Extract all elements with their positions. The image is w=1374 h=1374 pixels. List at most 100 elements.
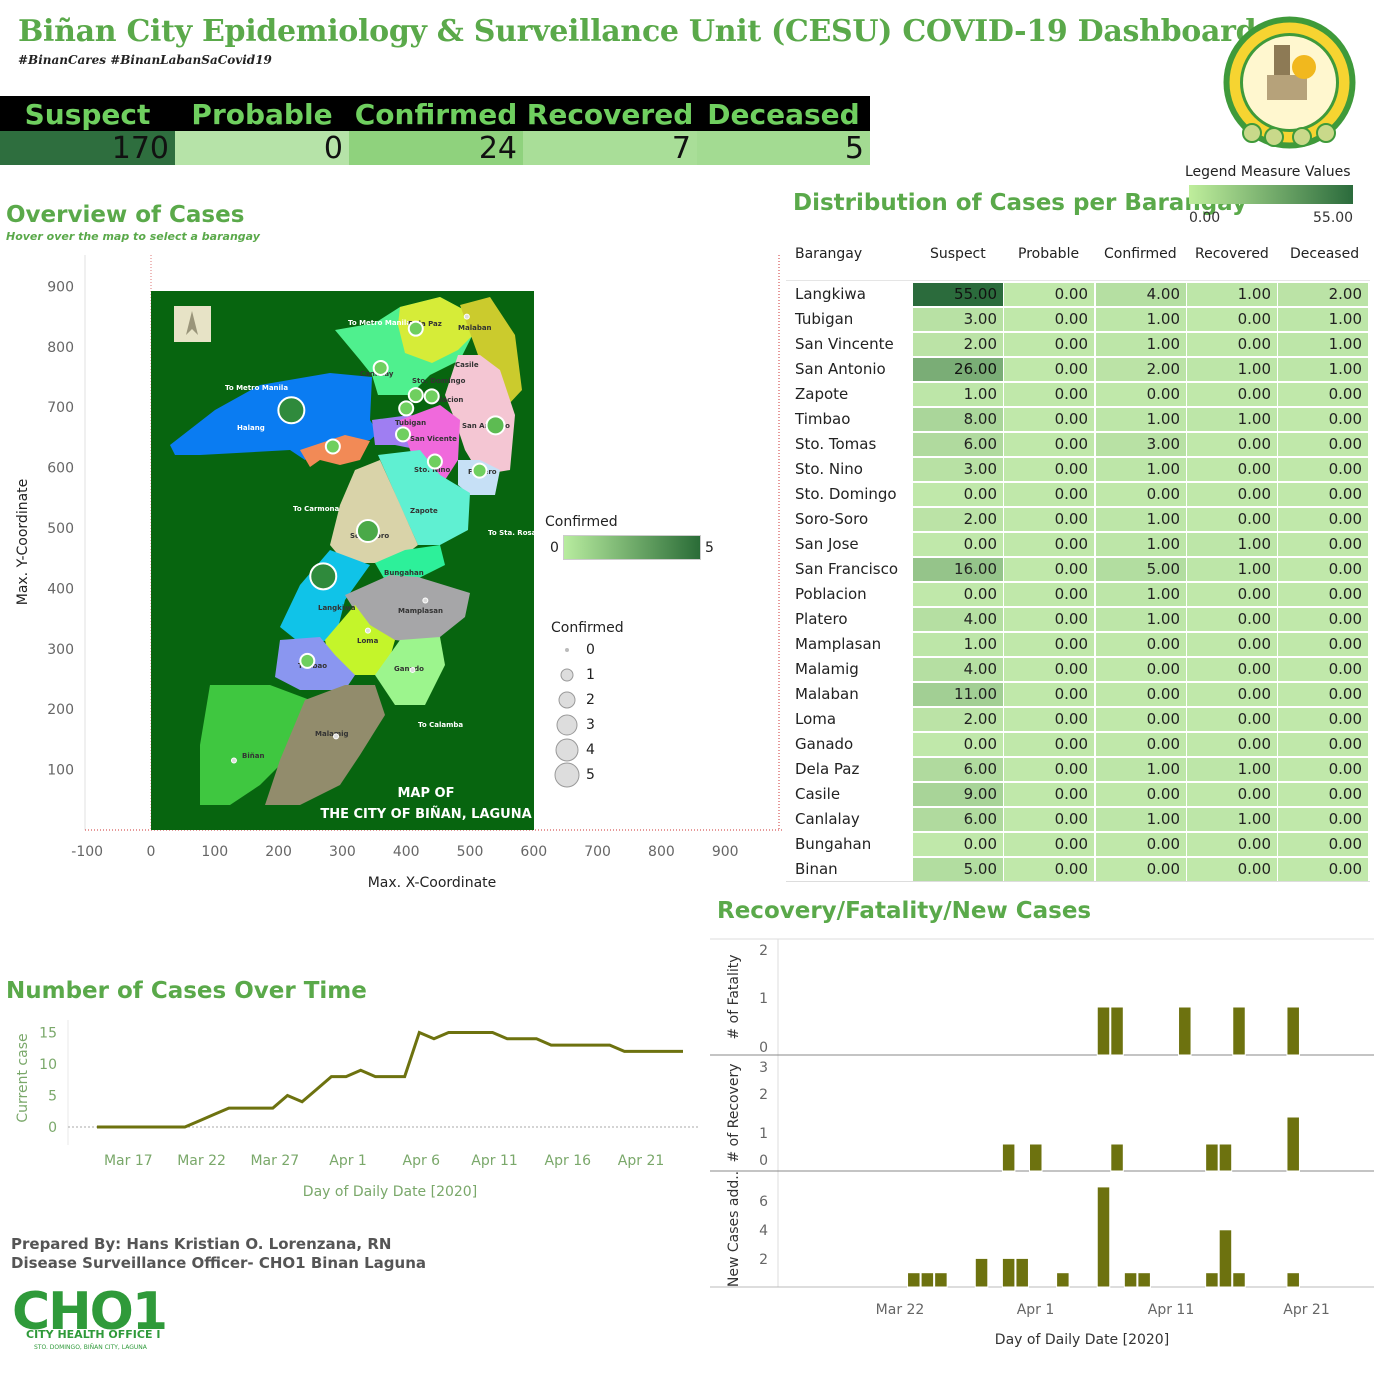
kpi-value-row: 170 0 24 7 5 [0, 131, 870, 166]
table-row[interactable]: San Vincente 2.00 0.00 1.00 0.00 1.00 [786, 332, 1370, 357]
rfn-bar[interactable] [1001, 1257, 1016, 1288]
column-header-confirmed[interactable]: Confirmed [1104, 246, 1177, 262]
table-row[interactable]: Soro-Soro 2.00 0.00 1.00 0.00 0.00 [786, 507, 1370, 532]
rfn-bar[interactable] [1110, 1143, 1124, 1172]
rfn-bar[interactable] [1137, 1272, 1151, 1288]
table-row[interactable]: Platero 4.00 0.00 1.00 0.00 0.00 [786, 607, 1370, 632]
table-row[interactable]: Sto. Tomas 6.00 0.00 3.00 0.00 0.00 [786, 432, 1370, 457]
current-case-line[interactable] [97, 1030, 683, 1129]
column-header-probable[interactable]: Probable [1018, 246, 1080, 262]
column-header-recovered[interactable]: Recovered [1195, 246, 1269, 262]
table-row[interactable]: San Jose 0.00 0.00 1.00 1.00 0.00 [786, 532, 1370, 557]
rfn-bar[interactable] [1001, 1143, 1016, 1172]
rfn-bar[interactable] [1286, 1272, 1300, 1288]
rfn-bar[interactable] [1286, 1006, 1300, 1056]
table-cell: 0.00 [1096, 733, 1186, 756]
rfn-bar[interactable] [1286, 1116, 1300, 1172]
barangay-name: Canlalay [795, 810, 860, 828]
table-row[interactable]: Sto. Nino 3.00 0.00 1.00 0.00 0.00 [786, 457, 1370, 482]
case-point[interactable] [422, 597, 429, 604]
case-point[interactable] [355, 519, 380, 544]
barangay-map[interactable] [170, 297, 522, 805]
table-row[interactable]: Malamig 4.00 0.00 0.00 0.00 0.00 [786, 657, 1370, 682]
recovery-fatality-new-chart[interactable]: 2 1 0 3 2 1 0 6 4 2 Mar 22 Apr 1 Apr 11 Apr 21 # of F… [710, 935, 1374, 1355]
table-cell: 0.00 [1187, 733, 1277, 756]
table-row[interactable]: Canlalay 6.00 0.00 1.00 1.00 0.00 [786, 807, 1370, 832]
table-row[interactable]: Mamplasan 1.00 0.00 0.00 0.00 0.00 [786, 632, 1370, 657]
case-point[interactable] [299, 652, 316, 669]
column-header-suspect[interactable]: Suspect [930, 246, 986, 262]
column-header-barangay[interactable]: Barangay [795, 246, 863, 262]
case-point[interactable] [423, 388, 440, 405]
table-row[interactable]: Timbao 8.00 0.00 1.00 1.00 0.00 [786, 407, 1370, 432]
table-cell: 1.00 [1096, 533, 1186, 556]
table-row[interactable]: Tubigan 3.00 0.00 1.00 0.00 1.00 [786, 307, 1370, 332]
rfn-bar[interactable] [974, 1257, 989, 1288]
table-row[interactable]: San Francisco 16.00 0.00 5.00 1.00 0.00 [786, 557, 1370, 582]
rfn-bar[interactable] [1218, 1143, 1233, 1172]
rfn-bar[interactable] [1029, 1143, 1043, 1172]
rfn-bar[interactable] [1096, 1186, 1111, 1288]
case-point[interactable] [230, 757, 237, 764]
case-point[interactable] [364, 627, 371, 634]
rfn-bar[interactable] [1178, 1006, 1192, 1056]
table-cell: 0.00 [1187, 483, 1277, 506]
case-point[interactable] [309, 562, 338, 591]
rfn-bar[interactable] [1123, 1272, 1138, 1288]
rfn-bar[interactable] [1232, 1006, 1246, 1056]
case-point[interactable] [426, 453, 443, 470]
column-header-deceased[interactable]: Deceased [1290, 246, 1360, 262]
rfn-bar[interactable] [1232, 1272, 1246, 1288]
table-cell: 2.00 [913, 708, 1003, 731]
table-cell: 0.00 [1004, 358, 1094, 381]
table-cell: 0.00 [1004, 833, 1094, 856]
table-row[interactable]: Binan 5.00 0.00 0.00 0.00 0.00 [786, 857, 1370, 882]
case-point[interactable] [409, 666, 416, 673]
table-row[interactable]: Malaban 11.00 0.00 0.00 0.00 0.00 [786, 682, 1370, 707]
case-point[interactable] [324, 438, 341, 455]
table-row[interactable]: Loma 2.00 0.00 0.00 0.00 0.00 [786, 707, 1370, 732]
map-label: Sto. Nino [414, 466, 451, 474]
rfn-bar[interactable] [907, 1272, 921, 1288]
table-cell: 11.00 [913, 683, 1003, 706]
table-cell: 0.00 [1278, 508, 1368, 531]
rfn-bar[interactable] [1015, 1257, 1029, 1288]
rfn-bar[interactable] [920, 1272, 935, 1288]
table-row[interactable]: Sto. Domingo 0.00 0.00 0.00 0.00 0.00 [786, 482, 1370, 507]
table-row[interactable]: Poblacion 0.00 0.00 1.00 0.00 0.00 [786, 582, 1370, 607]
case-point[interactable] [372, 359, 389, 376]
table-row[interactable]: Dela Paz 6.00 0.00 1.00 1.00 0.00 [786, 757, 1370, 782]
map-x-axis-label: Max. X-Coordinate [368, 875, 497, 891]
table-row[interactable]: Langkiwa 55.00 0.00 4.00 1.00 2.00 [786, 282, 1370, 307]
rfn-bar[interactable] [1205, 1143, 1219, 1172]
rfn-bar[interactable] [1110, 1006, 1124, 1056]
time-y-tick: 10 [39, 1057, 57, 1073]
cases-over-time-chart[interactable]: 15 10 5 0 Mar 17 Mar 22 Mar 27 Apr 1 Apr 6 Apr 1… [0, 1015, 710, 1215]
case-point[interactable] [471, 462, 488, 479]
rfn-bar[interactable] [934, 1272, 948, 1288]
map-label: Mamplasan [398, 607, 443, 615]
case-point[interactable] [333, 733, 340, 740]
rfn-bar[interactable] [1218, 1229, 1233, 1288]
rfn-bar[interactable] [1056, 1272, 1070, 1288]
rfn-bar[interactable] [1096, 1006, 1111, 1056]
case-point[interactable] [395, 426, 412, 443]
table-cell: 0.00 [1187, 683, 1277, 706]
case-point[interactable] [485, 415, 506, 436]
scatter-points[interactable] [230, 313, 506, 764]
overview-map-chart[interactable]: To Metro Manila To Metro Manila Dela Paz… [0, 245, 790, 895]
table-row[interactable]: Ganado 0.00 0.00 0.00 0.00 0.00 [786, 732, 1370, 757]
case-point[interactable] [277, 396, 306, 425]
map-label: Dela Paz [408, 320, 442, 328]
case-point[interactable] [407, 320, 424, 337]
rfn-bar[interactable] [1205, 1272, 1219, 1288]
table-row[interactable]: San Antonio 26.00 0.00 2.00 1.00 1.00 [786, 357, 1370, 382]
table-row[interactable]: Bungahan 0.00 0.00 0.00 0.00 0.00 [786, 832, 1370, 857]
table-row[interactable]: Casile 9.00 0.00 0.00 0.00 0.00 [786, 782, 1370, 807]
case-point[interactable] [407, 387, 424, 404]
case-point[interactable] [463, 313, 470, 320]
table-cell: 4.00 [1096, 283, 1186, 306]
case-point[interactable] [398, 400, 415, 417]
table-row[interactable]: Zapote 1.00 0.00 0.00 0.00 0.00 [786, 382, 1370, 407]
barangay-name: Poblacion [795, 585, 867, 603]
